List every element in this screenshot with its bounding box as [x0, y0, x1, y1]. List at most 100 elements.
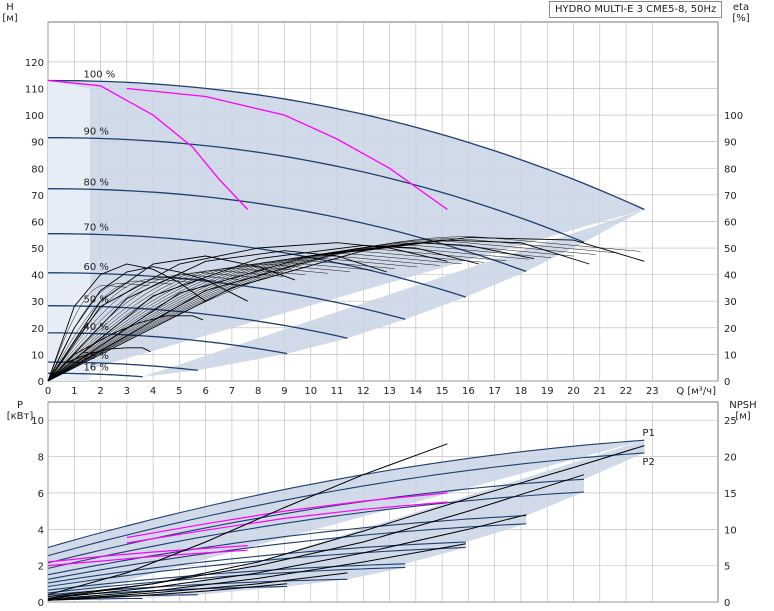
- speed-curve-label: 70 %: [83, 223, 108, 234]
- npsh-curve: [47, 583, 288, 601]
- eta-tick-label: 90: [724, 138, 737, 149]
- power-curve: [47, 452, 645, 557]
- efficiency-fan-curve: [47, 270, 284, 382]
- npsh-axis-unit: [м]: [735, 411, 750, 422]
- efficiency-fan-curve: [47, 272, 261, 382]
- h-axis-label: H: [6, 2, 14, 13]
- efficiency-fan-curve: [47, 253, 462, 382]
- efficiency-curve: [47, 266, 248, 382]
- efficiency-fan-curve: [47, 240, 596, 382]
- efficiency-fan-curve: [47, 282, 150, 382]
- p-axis-unit: [кВт]: [7, 411, 34, 422]
- hq-y-tick-label: 80: [31, 164, 44, 175]
- efficiency-fan-curve: [47, 244, 552, 382]
- hq-x-tick-label: 9: [281, 386, 287, 397]
- p-tick-label: 8: [38, 453, 44, 464]
- eta-tick-label: 0: [724, 377, 730, 388]
- efficiency-curve: [47, 250, 388, 382]
- p-tick-label: 4: [38, 525, 44, 536]
- eta-tick-label: 100: [724, 111, 743, 122]
- efficiency-fan-curve: [47, 265, 328, 382]
- eta-axis-unit: [%]: [732, 13, 749, 24]
- hq-x-tick-label: 19: [541, 386, 554, 397]
- efficiency-fan-curve: [47, 276, 217, 382]
- p-tick-label: 2: [38, 562, 44, 573]
- p2-label: P2: [642, 457, 654, 468]
- p-axis-label: P: [17, 400, 23, 411]
- hq-x-tick-label: 6: [202, 386, 208, 397]
- hq-y-tick-label: 30: [31, 297, 44, 308]
- speed-curve-label: 16 %: [83, 362, 108, 373]
- npsh-tick-label: 25: [724, 416, 737, 427]
- efficiency-fan-curve: [47, 246, 529, 382]
- efficiency-fan-curve: [47, 259, 395, 382]
- speed-curve-label: 100 %: [83, 70, 115, 81]
- hq-y-tick-label: 50: [31, 244, 44, 255]
- efficiency-fan-curve: [47, 261, 373, 382]
- hq-x-tick-label: 1: [71, 386, 77, 397]
- hq-x-tick-label: 12: [357, 386, 370, 397]
- power-curve: [47, 566, 406, 594]
- speed-curve-label: 60 %: [83, 262, 108, 273]
- hq-y-tick-label: 70: [31, 191, 44, 202]
- eta-tick-label: 60: [724, 217, 737, 228]
- chart-title: HYDRO MULTI-E 3 CME5-8, 50Hz: [549, 1, 723, 18]
- npsh-curve: [47, 514, 527, 599]
- power-curve: [47, 546, 466, 588]
- efficiency-fan-curve: [47, 238, 619, 382]
- efficiency-curve: [47, 242, 448, 382]
- hq-x-tick-label: 10: [304, 386, 317, 397]
- npsh-curve: [47, 572, 348, 601]
- npsh-tick-label: 0: [724, 598, 730, 609]
- hq-x-tick-label: 17: [488, 386, 501, 397]
- power-curve: [47, 439, 645, 549]
- power-curve: [47, 523, 527, 580]
- hq-x-tick-label: 5: [176, 386, 182, 397]
- hq-y-tick-label: 90: [31, 138, 44, 149]
- hq-y-tick-label: 10: [31, 350, 44, 361]
- eta-tick-label: 10: [724, 350, 737, 361]
- hq-y-tick-label: 20: [31, 324, 44, 335]
- eta-tick-label: 40: [724, 271, 737, 282]
- h-axis-unit: [м]: [2, 13, 17, 24]
- speed-curve-label: 40 %: [83, 322, 108, 333]
- p1-label: P1: [642, 428, 654, 439]
- hq-x-tick-label: 22: [620, 386, 633, 397]
- speed-curve: [48, 137, 585, 243]
- eta-tick-label: 20: [724, 324, 737, 335]
- hq-x-tick-label: 16: [462, 386, 475, 397]
- npsh-axis-label: NPSH: [729, 400, 756, 411]
- efficiency-fan-curve: [47, 257, 418, 382]
- efficiency-curve: [47, 244, 480, 382]
- p-tick-label: 6: [38, 489, 44, 500]
- hq-y-tick-label: 100: [25, 111, 44, 122]
- hq-y-tick-label: 0: [38, 377, 44, 388]
- efficiency-fan-curve: [47, 248, 507, 382]
- highlight-curve: [47, 79, 249, 210]
- speed-curve-label: 90 %: [83, 127, 108, 138]
- eta-tick-label: 70: [724, 191, 737, 202]
- power-curve: [47, 515, 527, 576]
- q-axis-label: Q [м³/ч]: [676, 386, 716, 397]
- power-highlight-curve: [47, 549, 248, 567]
- efficiency-curve: [47, 263, 206, 382]
- npsh-curve: [47, 543, 466, 600]
- speed-curve-label: 50 %: [83, 295, 108, 306]
- power-highlight-curve: [126, 501, 448, 544]
- efficiency-fan-curve: [47, 251, 485, 382]
- p-tick-label: 10: [31, 416, 44, 427]
- speed-curve: [47, 188, 527, 273]
- efficiency-fan-curve: [47, 263, 351, 382]
- speed-curve: [48, 272, 406, 320]
- hq-y-tick-label: 60: [31, 217, 44, 228]
- speed-curve: [47, 305, 348, 339]
- hq-x-tick-label: 15: [436, 386, 449, 397]
- hq-y-tick-label: 110: [25, 84, 44, 95]
- power-operating-region: [48, 440, 645, 602]
- efficiency-fan-curve: [47, 285, 127, 382]
- npsh-tick-label: 20: [724, 453, 737, 464]
- efficiency-fan-curve: [47, 242, 574, 382]
- hq-x-tick-label: 8: [255, 386, 261, 397]
- efficiency-fan-curve: [47, 268, 306, 382]
